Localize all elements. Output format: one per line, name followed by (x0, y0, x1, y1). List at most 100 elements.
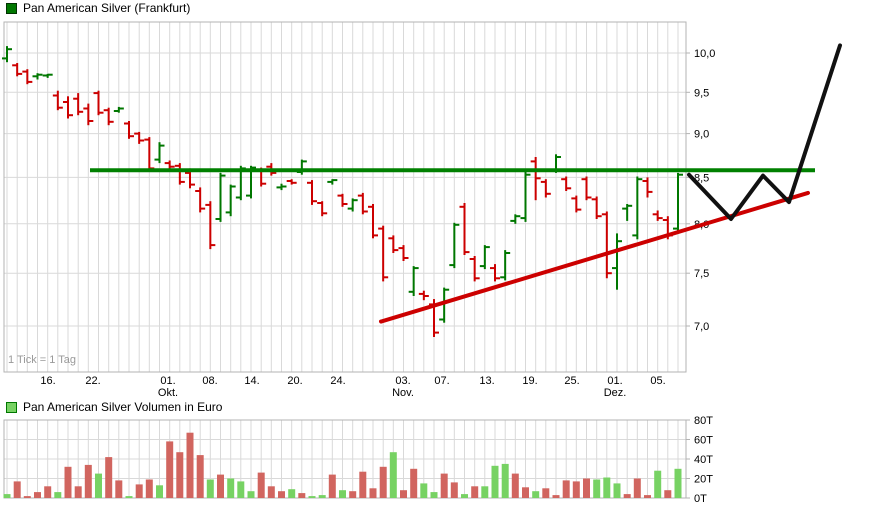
price-panel-border (3, 21, 687, 373)
price-chart-legend: Pan American Silver (Frankfurt) (6, 1, 190, 15)
x-axis-day-label: 08. (202, 375, 217, 387)
volume-bar (430, 492, 438, 498)
volume-bar (84, 464, 92, 498)
volume-bar (135, 484, 143, 498)
volume-bar (64, 466, 72, 498)
volume-bar (491, 465, 499, 498)
volume-bar (44, 486, 52, 498)
volume-bar (440, 473, 448, 498)
volume-bar (247, 491, 255, 498)
volume-bar (349, 491, 357, 498)
drawn-zigzag-annotation (687, 43, 842, 221)
price-legend-square-icon (6, 2, 17, 14)
volume-bar (613, 483, 621, 498)
volume-bar (420, 483, 428, 498)
x-axis-day-label: 16. (40, 375, 55, 387)
x-axis-day-label: 20. (287, 375, 302, 387)
volume-bar (145, 479, 153, 498)
volume-bar (186, 432, 194, 498)
volume-bar (288, 489, 296, 498)
volume-bar (572, 481, 580, 498)
volume-bar (13, 481, 21, 498)
volume-axis-label: 40T (694, 454, 713, 466)
x-axis-day-label: 13. (479, 375, 494, 387)
volume-axis-label: 20T (694, 474, 713, 486)
trend-line-annotation (379, 190, 810, 324)
volume-bar (339, 490, 346, 498)
volume-bar (583, 478, 590, 498)
volume-chart-legend: Pan American Silver Volumen in Euro (6, 400, 222, 414)
price-axis-label: 7,5 (694, 268, 709, 280)
volume-bar (125, 496, 133, 498)
volume-bar (74, 486, 82, 498)
volume-bar (328, 474, 336, 498)
x-axis-day-label: 22. (85, 375, 100, 387)
volume-bar (298, 493, 306, 498)
volume-bar (176, 452, 184, 498)
volume-bar (522, 487, 529, 498)
volume-bar (278, 491, 285, 498)
x-axis-month-label: Nov. (392, 387, 414, 399)
volume-bar (156, 485, 163, 498)
volume-bar (674, 468, 682, 499)
x-axis-month-label: Okt. (158, 387, 178, 399)
volume-axis-label: 80T (694, 415, 713, 427)
volume-bar (501, 463, 509, 498)
volume-axis-label: 0T (694, 493, 707, 505)
volume-bar (34, 492, 41, 498)
volume-bar (318, 495, 326, 498)
volume-bar (450, 482, 458, 498)
x-axis-day-label: 01. (160, 375, 175, 387)
volume-bar (644, 495, 651, 498)
volume-bar (105, 457, 113, 498)
volume-bar (359, 471, 367, 498)
volume-bar (664, 490, 672, 498)
price-axis-label: 7,0 (694, 321, 709, 333)
volume-bar (481, 486, 489, 498)
x-axis-day-label: 07. (434, 375, 449, 387)
x-axis-day-label: 05. (650, 375, 665, 387)
volume-bar (654, 470, 662, 498)
x-axis-day-label: 14. (244, 375, 259, 387)
x-axis-day-label: 24. (330, 375, 345, 387)
volume-bar (461, 494, 468, 498)
volume-bar (308, 496, 316, 498)
volume-bar (23, 496, 31, 498)
volume-bar (542, 488, 550, 499)
volume-bar (257, 472, 265, 498)
volume-bar (532, 491, 540, 498)
volume-bar (267, 486, 275, 498)
x-axis-day-label: 03. (395, 375, 410, 387)
volume-legend-square-icon (6, 401, 17, 413)
volume-bar (471, 486, 479, 498)
volume-bar (593, 479, 601, 498)
volume-bar (379, 466, 387, 498)
tick-interval-note: 1 Tick = 1 Tag (8, 354, 76, 366)
volume-chart-title: Pan American Silver Volumen in Euro (23, 400, 223, 414)
volume-bar (400, 490, 407, 498)
x-axis-day-label: 19. (522, 375, 537, 387)
volume-bar (166, 441, 174, 498)
volume-bar (389, 452, 397, 498)
volume-bar (115, 480, 123, 498)
price-axis-label: 10,0 (694, 48, 715, 60)
volume-bar (552, 495, 560, 498)
x-axis-day-label: 01. (607, 375, 622, 387)
volume-bar (3, 494, 11, 498)
volume-bar (633, 478, 641, 498)
volume-bar (95, 473, 102, 498)
x-axis-month-label: Dez. (604, 387, 627, 399)
price-axis-label: 9,5 (694, 87, 709, 99)
volume-bar (237, 481, 245, 498)
volume-axis-label: 60T (694, 435, 713, 447)
volume-bar (217, 474, 224, 498)
price-axis-label: 9,0 (694, 129, 709, 141)
volume-bar (227, 478, 235, 498)
volume-bar (511, 473, 519, 498)
volume-bar (623, 494, 631, 498)
price-chart-title: Pan American Silver (Frankfurt) (23, 1, 191, 15)
volume-bar (603, 477, 611, 498)
volume-bar (196, 455, 204, 498)
